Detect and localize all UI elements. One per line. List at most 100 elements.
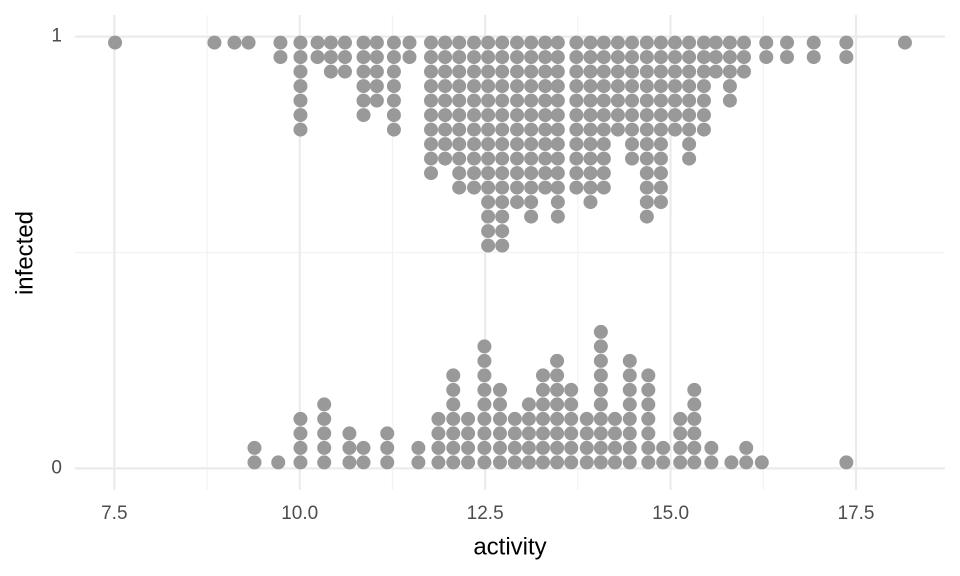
dot	[293, 93, 308, 108]
dot	[682, 137, 697, 152]
dot	[622, 426, 637, 441]
dot	[569, 50, 584, 65]
dot	[438, 122, 453, 137]
dot	[317, 426, 332, 441]
dot	[639, 50, 654, 65]
dot	[495, 122, 510, 137]
dot	[446, 426, 461, 441]
dot	[593, 440, 608, 455]
dot	[438, 137, 453, 152]
dot	[495, 108, 510, 123]
dot	[722, 35, 737, 50]
dot	[625, 64, 640, 79]
dot	[369, 50, 384, 65]
dot	[452, 180, 467, 195]
dot	[495, 64, 510, 79]
dot	[538, 79, 553, 94]
dot	[431, 455, 446, 470]
dot	[569, 151, 584, 166]
dot	[510, 35, 525, 50]
dot	[446, 411, 461, 426]
dot	[550, 137, 565, 152]
dot	[495, 151, 510, 166]
dot	[550, 35, 565, 50]
dot	[310, 35, 325, 50]
dot	[569, 64, 584, 79]
dot	[452, 166, 467, 181]
dot	[380, 426, 395, 441]
dot	[510, 50, 525, 65]
dot	[431, 411, 446, 426]
dot	[641, 368, 656, 383]
dot	[538, 137, 553, 152]
dot	[477, 368, 492, 383]
dot	[550, 382, 565, 397]
dot	[564, 382, 579, 397]
dot	[550, 411, 565, 426]
dot	[524, 137, 539, 152]
dot	[583, 195, 598, 210]
dot	[593, 455, 608, 470]
dot	[477, 440, 492, 455]
dot	[596, 79, 611, 94]
dot	[356, 455, 371, 470]
dot	[593, 339, 608, 354]
dot	[273, 50, 288, 65]
dot	[550, 180, 565, 195]
dot	[569, 166, 584, 181]
dot	[687, 382, 702, 397]
dot	[241, 35, 256, 50]
dot	[510, 137, 525, 152]
dot	[569, 35, 584, 50]
dot	[538, 50, 553, 65]
dot	[467, 108, 482, 123]
dot	[356, 440, 371, 455]
dot	[507, 411, 522, 426]
dot	[293, 64, 308, 79]
dot	[495, 50, 510, 65]
dot	[271, 455, 286, 470]
dot	[839, 35, 854, 50]
dot	[641, 426, 656, 441]
dot	[739, 440, 754, 455]
dot	[386, 35, 401, 50]
dot	[596, 137, 611, 152]
dot	[653, 93, 668, 108]
dot	[668, 108, 683, 123]
dot	[583, 50, 598, 65]
dot	[682, 79, 697, 94]
dot	[477, 455, 492, 470]
dot	[495, 224, 510, 239]
y-tick-label: 1	[51, 26, 62, 47]
dot	[293, 455, 308, 470]
dot	[639, 209, 654, 224]
dot	[521, 411, 536, 426]
dot	[722, 79, 737, 94]
dot	[564, 455, 579, 470]
dot	[467, 151, 482, 166]
dot	[452, 108, 467, 123]
dot	[477, 426, 492, 441]
dot	[641, 382, 656, 397]
dot	[625, 151, 640, 166]
dot	[524, 151, 539, 166]
dot	[467, 79, 482, 94]
dot	[342, 440, 357, 455]
dot	[704, 455, 719, 470]
dot	[524, 35, 539, 50]
dot	[622, 353, 637, 368]
dot	[696, 108, 711, 123]
dot	[610, 122, 625, 137]
dot	[317, 397, 332, 412]
dot	[696, 93, 711, 108]
dot	[641, 440, 656, 455]
dot	[356, 64, 371, 79]
dot	[550, 397, 565, 412]
dot	[481, 195, 496, 210]
dot	[524, 93, 539, 108]
dot	[550, 79, 565, 94]
dot	[653, 50, 668, 65]
dot	[467, 64, 482, 79]
dot	[550, 353, 565, 368]
dot	[481, 64, 496, 79]
